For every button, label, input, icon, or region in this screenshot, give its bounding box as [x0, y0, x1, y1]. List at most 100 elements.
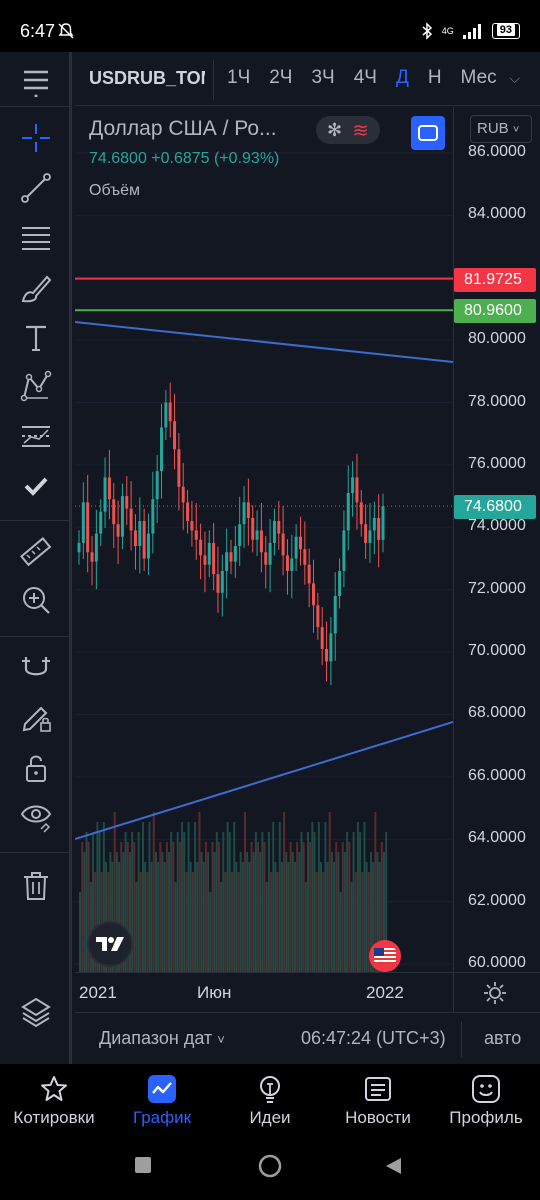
candle-body: [377, 517, 381, 540]
trend-line-tool[interactable]: [14, 166, 58, 210]
candle-body: [329, 633, 333, 662]
trend-line-icon: [21, 173, 51, 203]
volume-bar: [183, 832, 186, 972]
candle-body: [312, 583, 316, 606]
measure-tool[interactable]: [14, 530, 58, 574]
lock-tool[interactable]: [14, 746, 58, 790]
lock-drawings-tool[interactable]: [14, 696, 58, 740]
zoom-in-icon: [23, 587, 50, 614]
nav-profile[interactable]: Профиль: [432, 1064, 540, 1136]
volume-bar: [79, 892, 81, 972]
volume-bar: [118, 862, 121, 972]
price-chart[interactable]: [75, 107, 453, 972]
volume-bar: [352, 832, 355, 972]
symbol-search-button[interactable]: USDRUB_TOM: [89, 68, 205, 88]
pattern-tool[interactable]: [14, 364, 58, 408]
volume-bar: [322, 872, 325, 972]
candle-body: [277, 521, 281, 534]
nav-news[interactable]: Новости: [324, 1064, 432, 1136]
volume-bar: [137, 832, 140, 972]
candle-body: [216, 574, 220, 593]
volume-bar: [304, 882, 307, 972]
timezone-clock[interactable]: 06:47:24 (UTC+3): [301, 1028, 446, 1048]
price-axis[interactable]: RUB ˅ 81.9725 80.9600 74.6800 86.0000 84.…: [453, 107, 540, 972]
eye-icon: [20, 805, 52, 833]
currency-selector[interactable]: RUB ˅: [470, 115, 532, 143]
object-tree-tool[interactable]: [14, 990, 58, 1034]
toolbar-divider: [0, 852, 72, 853]
volume-label[interactable]: Объём: [89, 182, 140, 199]
legend-indicators[interactable]: ✻ ≋: [316, 116, 380, 144]
delete-tool[interactable]: [14, 864, 58, 908]
fib-tool[interactable]: [14, 216, 58, 260]
volume-bar: [283, 812, 286, 972]
volume-bar: [126, 842, 129, 972]
nav-ideas[interactable]: Идеи: [216, 1064, 324, 1136]
volume-bar: [278, 822, 281, 972]
interval-3[interactable]: 3Ч: [311, 67, 335, 88]
favorites-tool[interactable]: [14, 464, 58, 508]
interval-2[interactable]: 2Ч: [269, 67, 293, 88]
interval-1[interactable]: 1Ч: [227, 67, 251, 88]
interval-6[interactable]: Н: [427, 67, 442, 88]
brush-tool[interactable]: [14, 266, 58, 310]
volume-bar: [102, 822, 105, 972]
candle-body: [207, 542, 211, 565]
interval-5[interactable]: Д: [395, 67, 409, 88]
volume-bar: [383, 852, 385, 972]
volume-bar: [207, 852, 210, 972]
fullscreen-button[interactable]: [411, 116, 445, 150]
volume-bar: [313, 832, 316, 972]
magnet-tool[interactable]: [14, 646, 58, 690]
nav-quotes[interactable]: Котировки: [0, 1064, 108, 1136]
home-button[interactable]: [258, 1154, 282, 1178]
candle-body: [186, 502, 190, 522]
candle-body: [268, 542, 272, 565]
recent-apps-button[interactable]: [134, 1156, 152, 1174]
candle-body: [90, 552, 94, 562]
candle-body: [246, 502, 250, 518]
chart-pane[interactable]: [75, 107, 453, 972]
volume-bar: [204, 842, 207, 972]
economic-events-button[interactable]: [369, 940, 401, 972]
zoom-tool[interactable]: [14, 578, 58, 622]
candle-body: [316, 605, 320, 628]
volume-bar: [172, 842, 175, 972]
volume-bar: [237, 872, 240, 972]
interval-7[interactable]: Мес: [460, 67, 497, 88]
nav-label: Котировки: [13, 1108, 95, 1127]
volume-bar: [224, 872, 227, 972]
time-axis[interactable]: 2021 Июн 2022: [75, 972, 540, 1013]
prediction-tool[interactable]: [14, 414, 58, 458]
crosshair-tool[interactable]: [14, 116, 58, 160]
topbar-divider: [213, 60, 214, 100]
candle-body: [364, 524, 368, 543]
visibility-tool[interactable]: [14, 794, 58, 838]
volume-bar: [246, 852, 249, 972]
snowflake-icon: ✻: [327, 119, 343, 140]
volume-bar: [369, 852, 372, 972]
auto-scale-button[interactable]: авто: [484, 1028, 522, 1048]
settings-gear-icon[interactable]: [483, 981, 507, 1005]
text-tool[interactable]: [14, 316, 58, 360]
interval-4[interactable]: 4Ч: [353, 67, 377, 88]
tradingview-logo-icon: [96, 937, 124, 951]
price-tick: 78.0000: [468, 392, 526, 410]
candle-body: [346, 492, 350, 531]
chevron-down-icon[interactable]: ⌵: [509, 70, 520, 86]
candle-body: [129, 508, 133, 531]
volume-bar: [211, 842, 214, 972]
back-button[interactable]: [384, 1156, 404, 1176]
candle-body: [173, 421, 177, 450]
bluetooth-icon: [422, 22, 432, 40]
volume-bar: [215, 832, 218, 972]
tradingview-logo[interactable]: [87, 921, 133, 967]
menu-button[interactable]: [14, 58, 58, 102]
candle-body: [142, 521, 146, 559]
volume-bar: [293, 862, 296, 972]
volume-bar: [228, 832, 231, 972]
nav-chart[interactable]: График: [108, 1064, 216, 1136]
volume-bar: [111, 862, 114, 972]
date-range-button[interactable]: Диапазон дат ˅: [99, 1028, 225, 1049]
symbol-description[interactable]: Доллар США / Ро...: [89, 117, 277, 140]
